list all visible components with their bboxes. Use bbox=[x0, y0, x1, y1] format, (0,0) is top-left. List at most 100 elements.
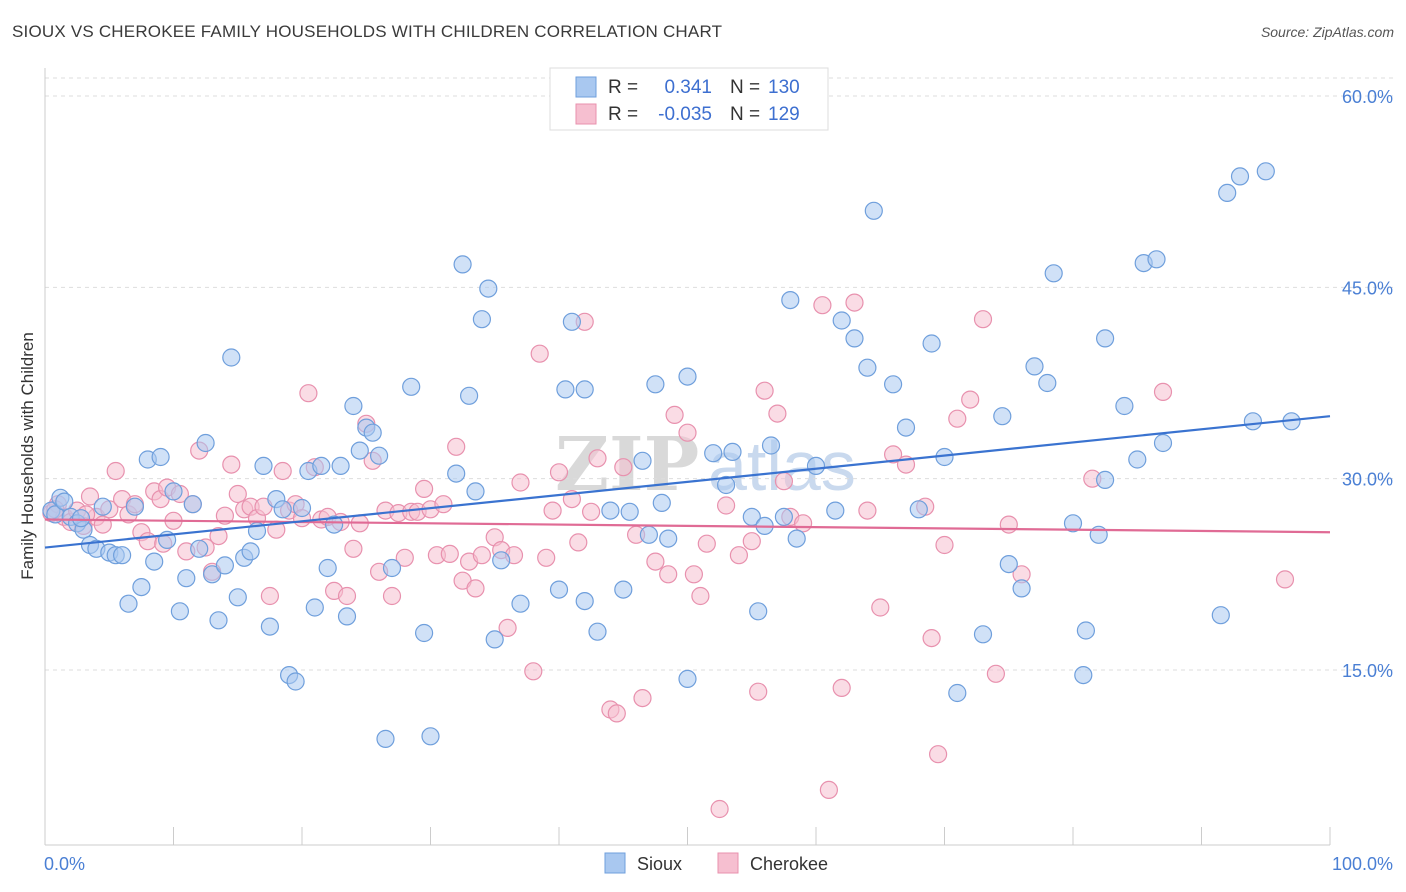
cherokee-points bbox=[42, 293, 1295, 819]
sioux-point bbox=[1230, 167, 1250, 186]
sioux-point bbox=[273, 500, 292, 519]
sioux-point bbox=[1095, 329, 1115, 348]
sioux-point bbox=[241, 542, 260, 561]
sioux-point bbox=[511, 594, 530, 613]
sioux-point bbox=[832, 311, 851, 330]
sioux-point bbox=[466, 482, 485, 501]
cherokee-point bbox=[684, 565, 704, 584]
sioux-point bbox=[331, 456, 350, 475]
sioux-point bbox=[215, 556, 234, 575]
sioux-point bbox=[742, 507, 761, 527]
sioux-point bbox=[344, 396, 363, 416]
sioux-point bbox=[749, 602, 768, 621]
sioux-point bbox=[145, 552, 164, 571]
cherokee-point bbox=[691, 586, 710, 606]
cherokee-point bbox=[382, 586, 402, 606]
cherokee-point bbox=[813, 296, 832, 315]
cherokee-point bbox=[832, 678, 851, 698]
cherokee-point bbox=[524, 662, 543, 681]
cherokee-point bbox=[1153, 382, 1173, 401]
cherokee-point bbox=[961, 390, 980, 409]
cherokee-point bbox=[749, 682, 768, 701]
cherokee-point bbox=[93, 515, 112, 534]
legend-n-label-cherokee: N = bbox=[730, 104, 760, 125]
sioux-point bbox=[1095, 470, 1115, 489]
sioux-point bbox=[382, 558, 402, 578]
sioux-point bbox=[190, 539, 209, 558]
cherokee-point bbox=[755, 381, 774, 400]
sioux-point bbox=[196, 433, 215, 453]
cherokee-point bbox=[659, 565, 678, 584]
cherokee-point bbox=[209, 526, 228, 546]
sioux-point bbox=[125, 497, 144, 516]
sioux-point bbox=[1074, 665, 1093, 685]
sioux-point bbox=[787, 529, 806, 548]
sioux-point bbox=[1147, 250, 1166, 269]
cherokee-point bbox=[537, 548, 556, 567]
sioux-point bbox=[363, 423, 382, 442]
y-tick-label-45: 45.0% bbox=[1342, 278, 1393, 298]
cherokee-point bbox=[80, 487, 100, 506]
sioux-point bbox=[492, 551, 511, 570]
sioux-point bbox=[999, 554, 1018, 574]
cherokee-point bbox=[768, 404, 787, 423]
cherokee-point bbox=[928, 745, 948, 764]
cherokee-point bbox=[883, 445, 903, 464]
sioux-point bbox=[222, 348, 241, 367]
sioux-point bbox=[209, 611, 228, 630]
cherokee-point bbox=[228, 484, 247, 504]
sioux-point bbox=[402, 377, 421, 396]
x-axis-ticks bbox=[44, 827, 1331, 845]
cherokee-point bbox=[607, 704, 626, 723]
sioux-point bbox=[472, 310, 491, 329]
legend-swatch-sioux bbox=[575, 76, 597, 98]
sioux-point bbox=[55, 492, 74, 511]
sioux-point bbox=[845, 329, 864, 348]
cherokee-point bbox=[299, 384, 318, 403]
sioux-point bbox=[575, 591, 594, 611]
sioux-point bbox=[228, 588, 247, 607]
sioux-point bbox=[93, 497, 112, 516]
sioux-point bbox=[447, 464, 466, 483]
sioux-point bbox=[254, 456, 273, 475]
legend-n-label-sioux: N = bbox=[730, 77, 760, 98]
cherokee-point bbox=[858, 501, 877, 520]
y-tick-label-60: 60.0% bbox=[1342, 87, 1393, 107]
cherokee-point bbox=[588, 449, 607, 468]
sioux-point bbox=[325, 515, 344, 534]
sioux-point bbox=[1076, 621, 1096, 640]
sioux-point bbox=[864, 201, 883, 220]
chart-source: Source: ZipAtlas.com bbox=[1260, 24, 1394, 40]
cherokee-point bbox=[260, 586, 279, 606]
cherokee-point bbox=[793, 514, 813, 533]
sioux-point bbox=[922, 334, 941, 353]
sioux-point bbox=[1218, 183, 1237, 202]
cherokee-point bbox=[729, 546, 749, 565]
x-tick-label-100: 100.0% bbox=[1332, 854, 1393, 874]
sioux-point bbox=[170, 602, 189, 621]
sioux-point bbox=[620, 502, 639, 521]
sioux-point bbox=[164, 482, 183, 501]
cherokee-point bbox=[819, 780, 839, 800]
sioux-point bbox=[151, 447, 170, 467]
sioux-point bbox=[260, 617, 279, 636]
cherokee-point bbox=[344, 539, 363, 558]
sioux-point bbox=[646, 375, 665, 394]
sioux-point bbox=[909, 500, 928, 519]
cherokee-point bbox=[697, 534, 716, 553]
cherokee-trend-line bbox=[44, 518, 1331, 534]
cherokee-point bbox=[543, 501, 562, 520]
series-legend-swatch-sioux bbox=[604, 852, 626, 874]
x-tick-label-0: 0.0% bbox=[44, 854, 85, 874]
sioux-point bbox=[716, 475, 736, 495]
cherokee-point bbox=[716, 496, 736, 515]
sioux-point bbox=[1128, 450, 1147, 469]
cherokee-point bbox=[935, 535, 954, 555]
cherokee-point bbox=[1275, 570, 1295, 589]
cherokee-point bbox=[742, 532, 761, 551]
cherokee-point bbox=[472, 546, 491, 565]
cherokee-point bbox=[774, 472, 794, 491]
sioux-point bbox=[1115, 396, 1134, 416]
cherokee-point bbox=[986, 664, 1006, 683]
cherokee-point bbox=[395, 548, 414, 567]
